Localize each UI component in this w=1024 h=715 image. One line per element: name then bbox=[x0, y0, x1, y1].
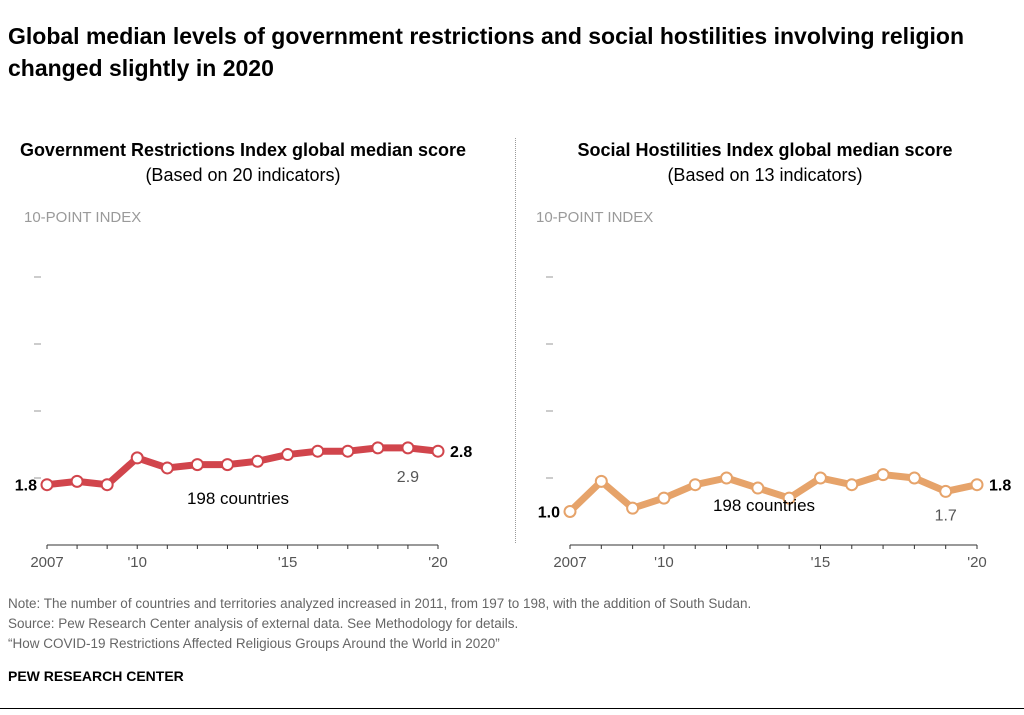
brand-name: PEW RESEARCH CENTER bbox=[8, 668, 184, 684]
panel-title-government-bold: Government Restrictions Index global med… bbox=[19, 140, 467, 160]
data-point bbox=[751, 481, 765, 495]
note-value-label: 2.9 bbox=[397, 469, 419, 486]
data-point bbox=[220, 458, 234, 472]
chart-notes: Note: The number of countries and territ… bbox=[8, 594, 751, 654]
social-hostilities-chart: 10-POINT INDEX 2007 '10 '15 '20 1.0 1.8 1.7 198 … bbox=[536, 209, 1011, 571]
start-value-label: 1.8 bbox=[15, 478, 37, 495]
data-point bbox=[311, 444, 325, 458]
data-point bbox=[563, 505, 577, 518]
data-point bbox=[657, 491, 671, 505]
data-point bbox=[782, 491, 796, 505]
end-value-label: 1.8 bbox=[989, 478, 1011, 495]
countries-annotation: 198 countries bbox=[713, 496, 815, 515]
x-tick-label: '20 bbox=[967, 554, 987, 571]
x-tick-label: '10 bbox=[654, 554, 674, 571]
x-tick-label: '15 bbox=[278, 554, 298, 571]
note-value-label: 1.7 bbox=[935, 507, 957, 524]
y-axis-label: 10-POINT INDEX bbox=[24, 209, 141, 226]
x-tick-label: '10 bbox=[127, 554, 147, 571]
panel-title-social-bold: Social Hostilities Index global median s… bbox=[577, 140, 953, 160]
y-axis-label: 10-POINT INDEX bbox=[536, 209, 653, 226]
panel-title-social-rest: (Based on 13 indicators) bbox=[667, 165, 863, 185]
panel-divider bbox=[515, 138, 516, 543]
panel-title-government: Government Restrictions Index global med… bbox=[8, 138, 478, 188]
data-point bbox=[251, 454, 265, 468]
data-point bbox=[281, 448, 295, 462]
page-title: Global median levels of government restr… bbox=[8, 23, 964, 81]
data-point bbox=[70, 474, 84, 488]
x-tick-label: '20 bbox=[428, 554, 448, 571]
bottom-rule bbox=[0, 708, 1024, 709]
data-point bbox=[130, 451, 144, 465]
report-text: “How COVID-19 Restrictions Affected Reli… bbox=[8, 636, 500, 651]
data-point bbox=[720, 471, 734, 485]
x-tick-label: 2007 bbox=[30, 554, 63, 571]
panel-title-government-rest: (Based on 20 indicators) bbox=[145, 165, 341, 185]
data-point bbox=[688, 478, 702, 492]
data-point bbox=[594, 474, 608, 488]
data-point bbox=[939, 484, 953, 498]
end-value-label: 2.8 bbox=[450, 444, 472, 461]
data-point bbox=[431, 444, 445, 458]
data-point bbox=[876, 468, 890, 482]
data-point bbox=[907, 471, 921, 485]
data-point bbox=[40, 478, 54, 492]
data-point bbox=[970, 478, 984, 492]
data-point bbox=[160, 461, 174, 475]
data-point bbox=[845, 478, 859, 492]
data-point bbox=[401, 441, 415, 455]
source-text: Source: Pew Research Center analysis of … bbox=[8, 616, 519, 631]
start-value-label: 1.0 bbox=[538, 505, 560, 522]
countries-annotation: 198 countries bbox=[187, 489, 289, 508]
panel-title-social: Social Hostilities Index global median s… bbox=[530, 138, 1000, 188]
data-point bbox=[813, 471, 827, 485]
data-point bbox=[371, 441, 385, 455]
x-tick-label: 2007 bbox=[553, 554, 586, 571]
government-restrictions-chart: 10-POINT INDEX 2007 '10 '15 '20 1.8 2.8 2.9 198 … bbox=[15, 209, 473, 571]
data-point bbox=[341, 444, 355, 458]
note-text: Note: The number of countries and territ… bbox=[8, 596, 752, 611]
x-tick-label: '15 bbox=[811, 554, 831, 571]
data-point bbox=[190, 458, 204, 472]
data-point bbox=[100, 478, 114, 492]
data-point bbox=[626, 501, 640, 515]
